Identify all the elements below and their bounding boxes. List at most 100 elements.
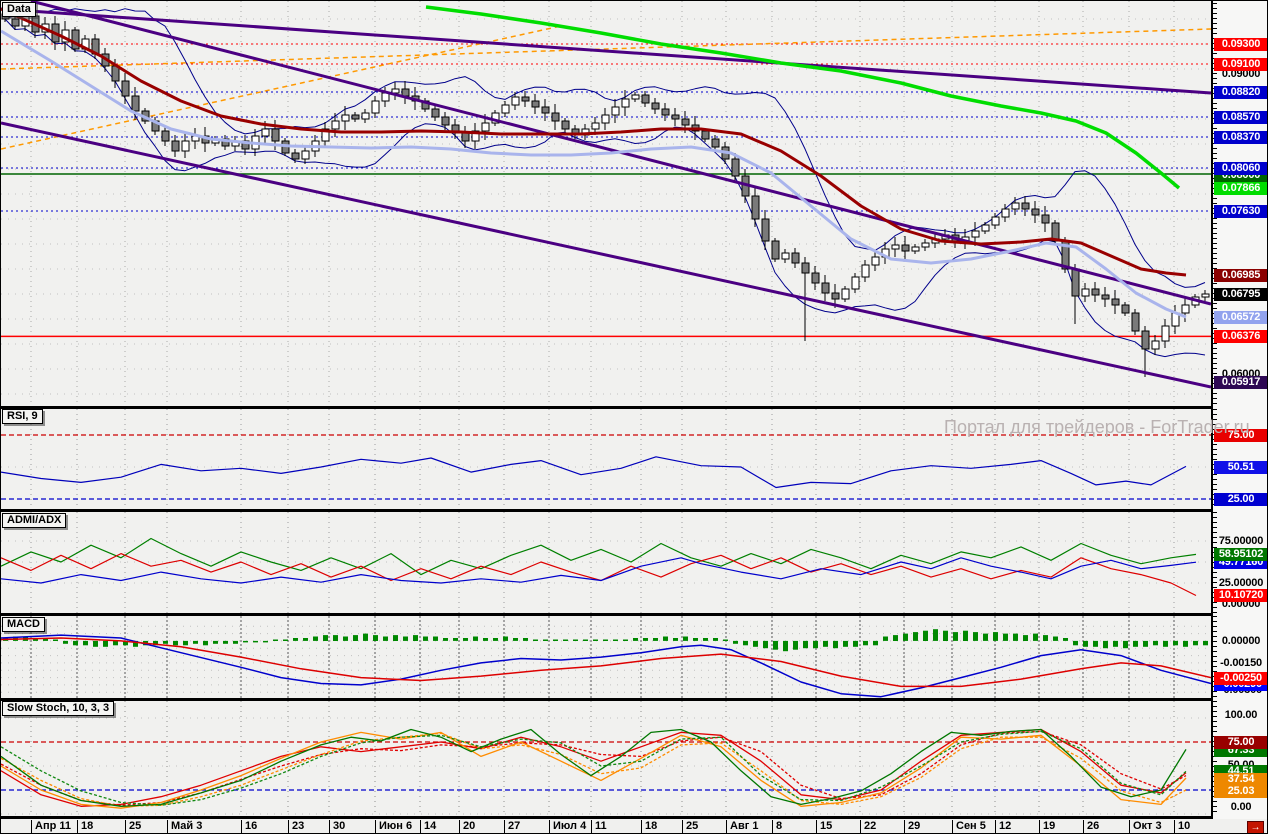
candle-up	[181, 140, 190, 152]
macd-histogram-bar	[243, 640, 248, 643]
macd-histogram-bar	[553, 639, 558, 641]
candle-down	[401, 88, 410, 97]
price-value-badge: 0.09300	[1214, 38, 1267, 51]
candle-down	[1071, 268, 1080, 297]
candle-down	[1041, 214, 1050, 224]
scroll-right-button[interactable]: →	[1247, 821, 1264, 833]
macd-histogram-bar	[643, 638, 648, 641]
candle-down	[1121, 304, 1130, 314]
date-label: Июл 4	[549, 820, 586, 833]
macd-histogram-bar	[983, 633, 988, 641]
data-series-button[interactable]: Data	[2, 2, 36, 17]
candle-up	[631, 94, 640, 100]
macd-histogram-bar	[133, 640, 138, 647]
macd-histogram-bar	[393, 635, 398, 641]
candle-down	[561, 120, 570, 130]
macd-histogram-bar	[613, 639, 618, 641]
macd-histogram-bar	[843, 640, 848, 647]
macd-histogram-bar	[333, 635, 338, 641]
candle-down	[671, 114, 680, 120]
date-label: 23	[288, 820, 304, 833]
macd-histogram-bar	[1163, 640, 1168, 647]
candle-up	[621, 98, 630, 108]
macd-histogram-bar	[993, 632, 998, 641]
macd-histogram-bar	[1183, 640, 1188, 647]
candle-down	[11, 18, 20, 27]
candle-up	[781, 252, 790, 260]
date-label: 25	[125, 820, 141, 833]
axis-tick-comb	[1213, 409, 1217, 509]
macd-histogram-bar	[433, 636, 438, 641]
candle-up	[481, 122, 490, 132]
candle-down	[1021, 202, 1030, 210]
candle-down	[641, 94, 650, 104]
candle-down	[121, 80, 130, 97]
macd-histogram-bar	[213, 640, 218, 644]
price-value-badge: 50.51	[1214, 461, 1267, 474]
chart-plot-area[interactable]	[1, 1, 1211, 819]
candle-down	[761, 218, 770, 242]
macd-histogram-bar	[623, 639, 628, 641]
macd-signal	[1, 637, 1211, 688]
axis-scale-label: 75.00000	[1218, 535, 1264, 547]
axis-scale-label: -0.00150	[1220, 657, 1262, 669]
macd-histogram-bar	[1043, 635, 1048, 641]
macd-histogram-bar	[963, 630, 968, 641]
macd-histogram-bar	[233, 640, 238, 644]
macd-histogram-bar	[533, 639, 538, 641]
macd-histogram-bar	[1113, 640, 1118, 647]
price-value-badge: 10.10720	[1214, 589, 1267, 602]
candle-down	[1101, 294, 1110, 300]
candle-up	[991, 216, 1000, 226]
macd-histogram-bar	[1173, 640, 1178, 646]
adx-minus-di	[1, 553, 1197, 597]
candle-down	[431, 108, 440, 118]
stoch-orange-fast	[1, 731, 1187, 809]
candle-down	[461, 132, 470, 142]
candle-up	[861, 264, 870, 278]
candle-down	[1091, 288, 1100, 296]
candle-down	[271, 128, 280, 142]
candle-up	[471, 130, 480, 142]
candle-up	[501, 104, 510, 114]
candle-up	[361, 112, 370, 120]
candle-up	[331, 120, 340, 130]
stoch-panel-title: Slow Stoch, 10, 3, 3	[2, 701, 115, 716]
macd-histogram-bar	[273, 639, 278, 641]
macd-histogram-bar	[703, 638, 708, 641]
macd-histogram-bar	[743, 640, 748, 646]
macd-histogram-bar	[1013, 633, 1018, 641]
axis-scale-label: 0.00000	[1221, 635, 1261, 647]
panel-separator	[1, 698, 1267, 701]
date-label: 15	[816, 820, 832, 833]
macd-histogram-bar	[173, 640, 178, 646]
candle-up	[871, 256, 880, 266]
price-value-badge: 0.06376	[1214, 330, 1267, 343]
date-label: 16	[241, 820, 257, 833]
candle-up	[341, 114, 350, 122]
macd-histogram-bar	[853, 640, 858, 647]
macd-histogram-bar	[873, 640, 878, 646]
candle-up	[391, 88, 400, 94]
macd-histogram-bar	[653, 638, 658, 641]
macd-histogram-bar	[293, 638, 298, 641]
price-value-badge: 0.06985	[1214, 269, 1267, 282]
price-value-badge: 0.06572	[1214, 311, 1267, 324]
date-label: 22	[860, 820, 876, 833]
candle-down	[71, 29, 80, 50]
macd-histogram-bar	[373, 635, 378, 641]
macd-histogram-bar	[773, 640, 778, 650]
candle-down	[1111, 298, 1120, 306]
macd-histogram-bar	[83, 640, 88, 646]
price-value-badge: 0.08060	[1214, 162, 1267, 175]
date-label: 12	[995, 820, 1011, 833]
candle-down	[771, 240, 780, 260]
macd-histogram-bar	[793, 640, 798, 650]
macd-histogram-bar	[103, 640, 108, 647]
macd-histogram-bar	[383, 636, 388, 641]
macd-histogram-bar	[543, 639, 548, 641]
macd-histogram-bar	[493, 638, 498, 641]
price-value-badge: 0.08570	[1214, 111, 1267, 124]
macd-histogram-bar	[733, 640, 738, 644]
price-value-badge: 37.54	[1214, 773, 1267, 786]
